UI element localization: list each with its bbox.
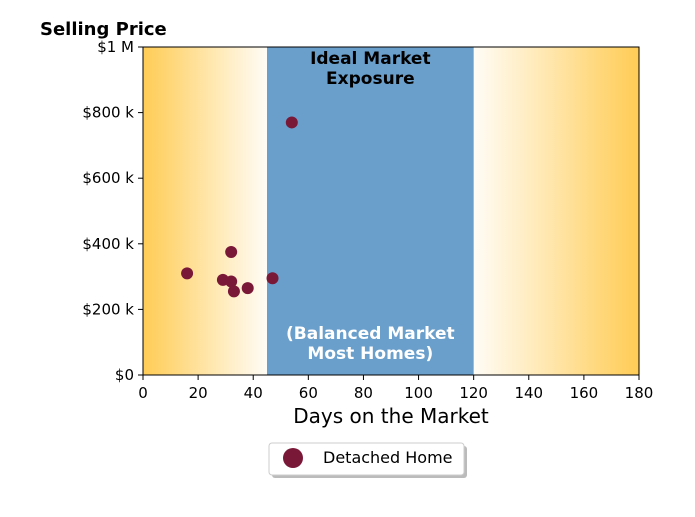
- background-regions: [143, 47, 639, 375]
- plot-frame: [142, 46, 640, 376]
- x-tick-label: 80: [354, 384, 373, 402]
- x-tick-label: 140: [514, 384, 543, 402]
- x-tick-label: 40: [244, 384, 263, 402]
- y-tick-label: $1 M: [97, 38, 134, 56]
- region-top-label-line2: Exposure: [326, 69, 415, 89]
- data-point: [181, 267, 194, 280]
- legend: Detached Home: [268, 442, 467, 478]
- y-axis-ticks: $0 $200 k $400 k $600 k $800 k $1 M: [82, 38, 143, 384]
- x-tick-label: 160: [570, 384, 599, 402]
- data-point: [241, 282, 254, 295]
- x-tick-label: 60: [299, 384, 318, 402]
- data-point: [225, 246, 238, 258]
- x-tick-label: 180: [625, 384, 654, 402]
- x-tick-label: 0: [138, 384, 148, 402]
- data-points: [181, 116, 298, 298]
- x-tick-label: 120: [459, 384, 488, 402]
- legend-label: Detached Home: [323, 448, 453, 467]
- y-tick-label: $600 k: [82, 169, 134, 187]
- chart-title: Selling Price: [40, 19, 167, 40]
- y-tick-label: $800 k: [82, 104, 134, 122]
- region-top-label-line1: Ideal Market: [310, 49, 431, 69]
- x-tick-label: 100: [404, 384, 433, 402]
- x-axis-label: Days on the Market: [293, 404, 489, 428]
- x-tick-label: 20: [189, 384, 208, 402]
- data-point: [266, 272, 279, 285]
- legend-marker: [283, 448, 303, 468]
- y-tick-label: $0: [115, 366, 134, 384]
- right-gradient-region: [473, 47, 639, 375]
- data-point: [227, 285, 240, 298]
- left-gradient-region: [143, 47, 267, 375]
- data-point: [285, 116, 298, 129]
- region-bottom-label-line1: (Balanced Market: [286, 324, 455, 344]
- y-tick-label: $200 k: [82, 300, 134, 318]
- data-point: [225, 275, 238, 288]
- y-tick-label: $400 k: [82, 235, 134, 253]
- ideal-exposure-region: [267, 47, 474, 375]
- legend-box: [268, 442, 465, 476]
- region-bottom-label-line2: Most Homes): [307, 344, 433, 364]
- x-axis-ticks: 0 20 40 60 80 100 120 140 160 180: [138, 375, 653, 402]
